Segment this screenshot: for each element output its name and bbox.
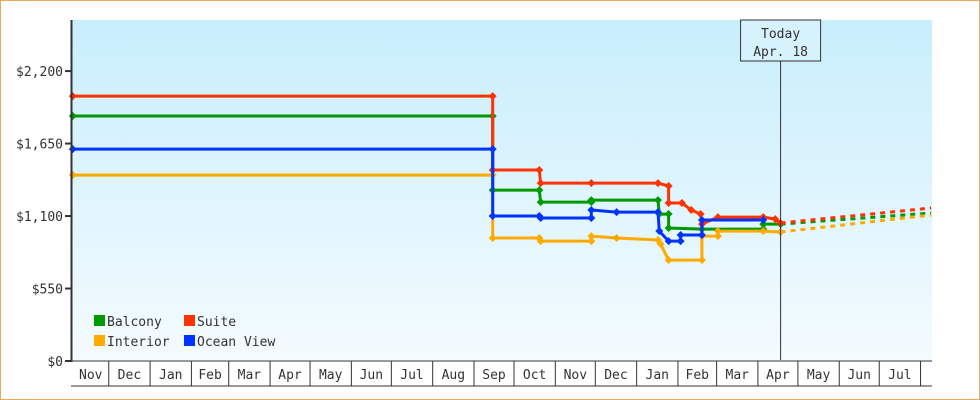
- data-point: [612, 208, 621, 217]
- data-point: [488, 212, 497, 221]
- today-marker: Today Apr. 18: [740, 19, 822, 360]
- axes: $0 $550 $1,100 $1,650 $2,200 Nov Dec Jan Feb Mar A…: [16, 20, 932, 387]
- data-point: [612, 234, 621, 243]
- data-point: [587, 232, 596, 241]
- data-point: [759, 220, 768, 229]
- data-point: [536, 198, 545, 207]
- data-point: [653, 208, 662, 217]
- data-point: [664, 256, 673, 265]
- legend-swatch: [184, 335, 195, 346]
- data-point: [664, 181, 673, 190]
- data-point: [676, 231, 685, 240]
- y-tick-label: $0: [47, 355, 63, 370]
- data-point: [664, 224, 673, 233]
- data-point: [536, 214, 545, 223]
- x-month-label: May: [807, 368, 831, 383]
- today-date: Apr. 18: [753, 45, 808, 60]
- x-month-label: Aug: [442, 368, 465, 383]
- x-month-label: Dec: [118, 368, 141, 383]
- x-month-label: Mar: [726, 368, 750, 383]
- data-point: [587, 237, 596, 246]
- x-month-label: Feb: [198, 368, 222, 383]
- data-point: [664, 237, 673, 246]
- data-point: [536, 237, 545, 246]
- x-month-label: Jan: [646, 368, 669, 383]
- x-month-label: Nov: [79, 368, 103, 383]
- data-point: [656, 239, 665, 248]
- data-point: [697, 215, 706, 224]
- series-line-ocean-view: [72, 147, 764, 243]
- x-month-label: Jun: [360, 368, 383, 383]
- x-month-label: Mar: [238, 368, 262, 383]
- data-point: [687, 205, 696, 214]
- x-month-label: Jul: [400, 368, 423, 383]
- data-point: [676, 237, 685, 246]
- x-month-label: Nov: [564, 368, 588, 383]
- today-label: Today: [761, 27, 800, 42]
- data-point: [664, 210, 673, 219]
- y-tick-label: $1,650: [16, 138, 63, 153]
- legend-swatch: [184, 315, 195, 326]
- data-point: [759, 215, 768, 224]
- legend-label: Balcony: [107, 315, 162, 330]
- x-month-label: Jun: [847, 368, 870, 383]
- data-point: [587, 179, 596, 188]
- legend-label: Suite: [197, 315, 236, 330]
- y-tick-label: $1,100: [16, 210, 63, 225]
- data-point: [759, 227, 768, 236]
- data-point: [697, 256, 706, 265]
- data-point: [771, 215, 780, 224]
- data-point: [677, 198, 686, 207]
- data-point: [653, 196, 662, 205]
- x-month-label: May: [319, 368, 343, 383]
- series-layer: [68, 92, 932, 265]
- data-point: [697, 231, 706, 240]
- legend: Balcony Suite Interior Ocean View: [94, 315, 275, 350]
- data-point: [587, 214, 596, 223]
- legend-swatch: [94, 335, 105, 346]
- today-box: [740, 19, 822, 62]
- data-point: [653, 179, 662, 188]
- data-point: [536, 179, 545, 188]
- legend-label: Ocean View: [197, 335, 275, 350]
- data-point: [664, 198, 673, 207]
- y-tick-label: $2,200: [16, 65, 63, 80]
- data-point: [713, 227, 722, 236]
- legend-label: Interior: [107, 335, 170, 350]
- data-point: [488, 145, 497, 154]
- data-point: [535, 186, 544, 195]
- x-month-label: Sep: [482, 368, 506, 383]
- data-point: [488, 92, 497, 101]
- x-month-label: Dec: [604, 368, 627, 383]
- legend-swatch: [94, 315, 105, 326]
- x-month-label: Jul: [888, 368, 911, 383]
- x-month-label: Apr: [766, 368, 790, 383]
- data-point: [696, 210, 705, 219]
- data-point: [713, 232, 722, 241]
- data-point: [655, 227, 664, 236]
- data-point: [587, 205, 596, 214]
- x-month-label: Oct: [523, 368, 546, 383]
- data-point: [535, 166, 544, 175]
- data-point: [488, 234, 497, 243]
- x-month-label: Feb: [686, 368, 710, 383]
- data-point: [587, 196, 596, 205]
- x-month-label: Apr: [278, 368, 302, 383]
- x-month-label: Jan: [159, 368, 182, 383]
- y-tick-label: $550: [32, 283, 63, 298]
